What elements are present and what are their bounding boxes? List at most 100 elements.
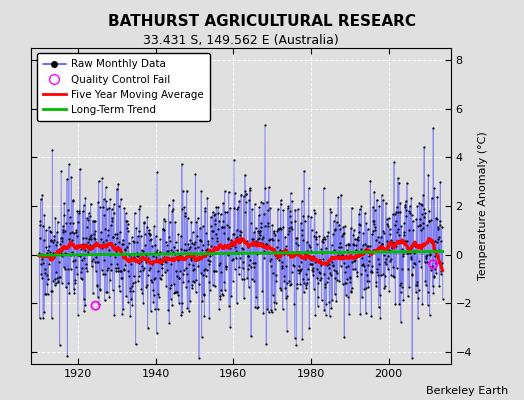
Point [132,258,140,264]
Point [96,286,104,293]
Point [192,257,201,263]
Point [357,261,366,268]
Point [39,222,47,229]
Point [356,310,365,317]
Point [254,304,262,310]
Point [66,220,74,226]
Point [390,274,399,280]
Point [95,204,104,210]
Point [214,226,222,232]
Point [289,253,297,259]
Point [418,211,426,218]
Point [222,264,231,271]
Point [275,247,283,253]
Point [265,237,274,243]
Point [68,249,76,256]
Point [340,260,348,266]
Point [151,306,159,312]
Point [399,296,408,303]
Y-axis label: Temperature Anomaly (°C): Temperature Anomaly (°C) [477,132,487,280]
Point [408,355,417,361]
Point [53,218,62,225]
Point [53,275,61,281]
Point [373,256,381,262]
Point [115,203,123,210]
Point [141,258,150,265]
Point [375,239,383,246]
Point [197,188,205,194]
Point [372,279,380,286]
Point [353,269,361,276]
Point [329,230,337,237]
Point [86,200,95,207]
Point [318,297,326,304]
Point [379,270,388,277]
Point [354,234,362,241]
Point [232,227,241,234]
Point [370,188,378,195]
Point [378,241,387,248]
Point [118,311,126,318]
Point [326,270,334,276]
Point [334,194,342,200]
Point [265,184,273,190]
Point [419,220,427,226]
Point [221,188,229,195]
Point [222,244,231,251]
Point [286,281,294,288]
Point [272,244,281,250]
Point [270,306,279,312]
Point [282,294,290,301]
Point [302,282,311,288]
Point [49,278,57,284]
Point [241,172,249,178]
Point [46,229,54,235]
Point [112,248,121,254]
Point [408,271,416,277]
Point [203,266,211,273]
Point [388,239,396,246]
Point [378,228,387,234]
Point [37,196,45,202]
Point [124,268,133,274]
Point [223,222,232,228]
Point [111,265,119,271]
Point [80,308,89,314]
Point [81,246,89,253]
Point [317,246,325,252]
Point [202,273,210,279]
Point [373,196,381,203]
Point [310,207,319,213]
Point [223,242,231,248]
Point [89,290,97,296]
Point [141,251,149,257]
Point [321,280,330,287]
Point [154,291,162,297]
Point [253,305,261,311]
Point [292,235,300,242]
Point [199,242,207,248]
Point [376,242,384,249]
Point [94,178,103,184]
Point [109,234,117,240]
Point [144,272,152,278]
Point [97,242,105,248]
Point [325,313,334,319]
Point [90,231,98,237]
Point [156,236,165,242]
Point [100,196,108,202]
Point [345,275,354,282]
Point [192,219,200,226]
Point [70,289,79,296]
Point [370,224,379,230]
Point [213,246,221,252]
Point [148,242,156,249]
Point [377,244,386,250]
Point [261,122,269,128]
Point [136,251,145,258]
Point [332,212,340,218]
Point [287,224,295,230]
Point [77,246,85,252]
Point [275,226,283,232]
Point [431,237,439,244]
